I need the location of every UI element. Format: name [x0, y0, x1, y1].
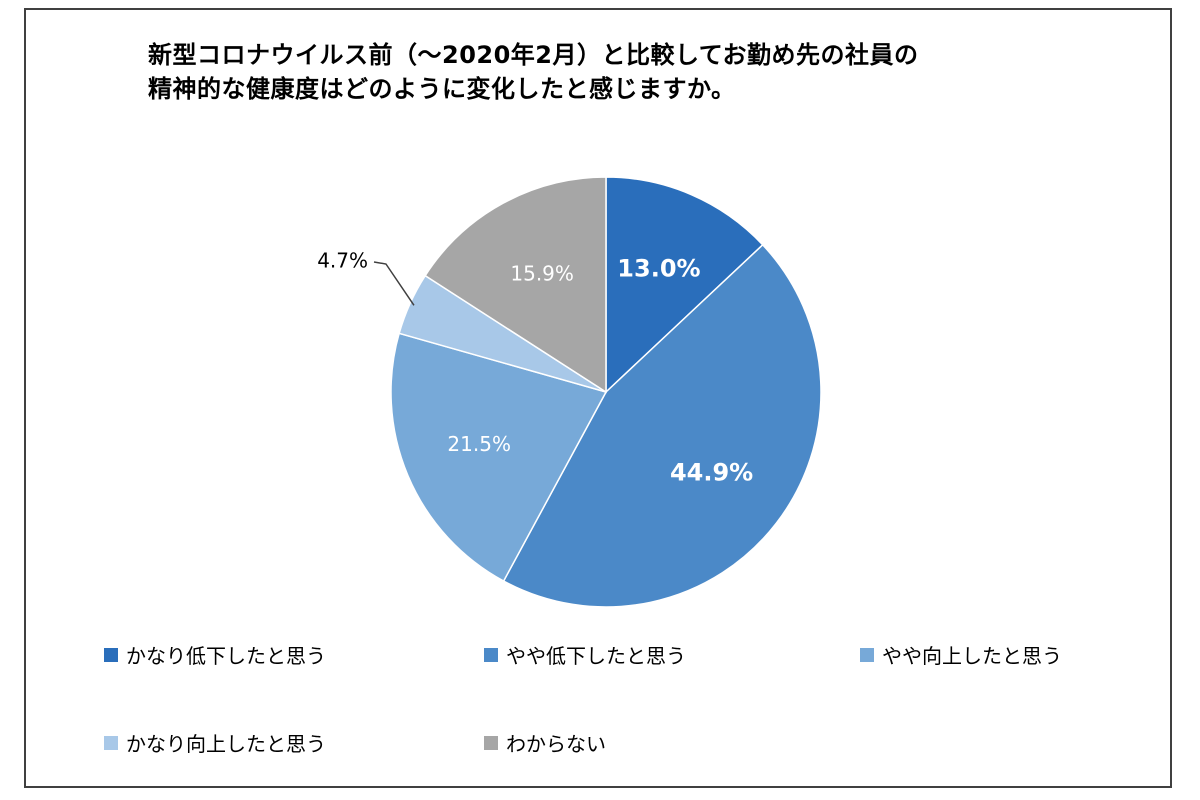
- legend-swatch: [484, 735, 498, 750]
- slice-value-label: 15.9%: [510, 261, 574, 285]
- chart-title-line-1: 新型コロナウイルス前（～2020年2月）と比較してお勤め先の社員の: [148, 41, 919, 69]
- legend-swatch: [104, 647, 118, 662]
- slice-value-label: 4.7%: [317, 249, 368, 273]
- leader-line: [373, 261, 415, 306]
- pie-slice: [390, 332, 608, 583]
- chart-title: 新型コロナウイルス前（～2020年2月）と比較してお勤め先の社員の 精神的な健康…: [148, 38, 1108, 106]
- legend-label: やや向上したと思う: [882, 644, 1062, 668]
- legend-label: かなり向上したと思う: [126, 732, 326, 756]
- legend-item: やや向上したと思う: [860, 640, 1062, 669]
- legend-item: かなり低下したと思う: [104, 640, 326, 669]
- legend-label: わからない: [506, 732, 606, 756]
- pie-slice: [424, 176, 607, 394]
- legend-item: かなり向上したと思う: [104, 728, 326, 757]
- pie-slice: [605, 176, 764, 394]
- slice-value-label: 21.5%: [447, 432, 511, 456]
- legend-item: やや低下したと思う: [484, 640, 686, 669]
- legend-item: わからない: [484, 728, 606, 757]
- slice-value-label: 44.9%: [670, 458, 753, 486]
- legend-label: やや低下したと思う: [506, 644, 686, 668]
- pie-slice: [502, 243, 822, 608]
- legend-swatch: [860, 647, 874, 662]
- legend-swatch: [104, 735, 118, 750]
- slice-value-label: 13.0%: [617, 255, 700, 283]
- legend-swatch: [484, 647, 498, 662]
- chart-title-line-2: 精神的な健康度はどのように変化したと感じますか。: [148, 75, 736, 103]
- legend-label: かなり低下したと思う: [126, 644, 326, 668]
